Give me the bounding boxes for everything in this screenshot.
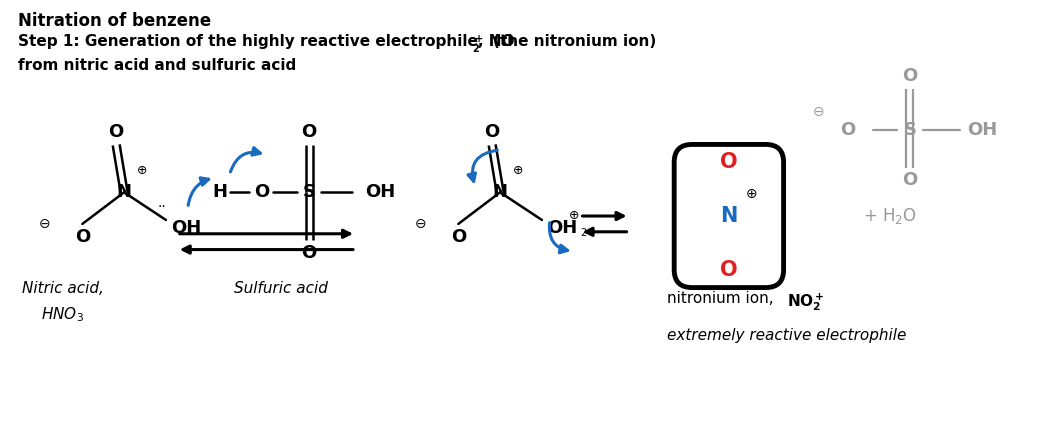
Text: O: O: [254, 183, 269, 201]
Text: $\oplus$: $\oplus$: [568, 208, 579, 221]
Text: $\ominus$: $\ominus$: [812, 105, 825, 119]
Text: $\mathbf{_2^+}$: $\mathbf{_2^+}$: [472, 34, 483, 56]
Text: O: O: [720, 152, 738, 172]
Text: + H$_2$O: + H$_2$O: [863, 206, 917, 226]
Text: Nitration of benzene: Nitration of benzene: [18, 12, 211, 30]
Text: OH: OH: [171, 219, 201, 237]
Text: O: O: [75, 228, 90, 246]
Text: from nitric acid and sulfuric acid: from nitric acid and sulfuric acid: [18, 58, 295, 73]
Text: O: O: [302, 123, 316, 141]
Text: O: O: [902, 171, 918, 190]
Text: S: S: [903, 121, 917, 139]
Text: N: N: [117, 183, 132, 201]
Text: N: N: [493, 183, 507, 201]
Text: $\oplus$: $\oplus$: [744, 187, 757, 201]
Text: Step 1: Generation of the highly reactive electrophile, NO: Step 1: Generation of the highly reactiv…: [18, 34, 515, 49]
Text: $\oplus$: $\oplus$: [137, 164, 147, 177]
Text: OH: OH: [968, 121, 998, 139]
Text: HNO$_3$: HNO$_3$: [41, 305, 84, 324]
Text: O: O: [109, 123, 124, 141]
Text: O: O: [720, 260, 738, 280]
Text: OH: OH: [547, 219, 577, 237]
Text: O: O: [484, 123, 500, 141]
Text: S: S: [303, 183, 315, 201]
Text: extremely reactive electrophile: extremely reactive electrophile: [667, 328, 906, 342]
Text: Nitric acid,: Nitric acid,: [22, 281, 103, 296]
Text: $\ominus$: $\ominus$: [39, 217, 51, 231]
Text: N: N: [720, 206, 737, 226]
Text: $\ominus$: $\ominus$: [414, 217, 427, 231]
Text: O: O: [451, 228, 466, 246]
Text: H: H: [212, 183, 228, 201]
Text: Sulfuric acid: Sulfuric acid: [234, 281, 328, 296]
Text: $_2$: $_2$: [579, 225, 587, 239]
FancyBboxPatch shape: [674, 145, 784, 288]
Text: $\mathbf{NO_2^+}$: $\mathbf{NO_2^+}$: [786, 291, 825, 313]
Text: $\oplus$: $\oplus$: [513, 164, 524, 177]
Text: OH: OH: [364, 183, 395, 201]
Text: O: O: [302, 243, 316, 262]
Text: O: O: [902, 67, 918, 85]
Text: ..: ..: [158, 196, 166, 210]
Text: (the nitronium ion): (the nitronium ion): [493, 34, 657, 49]
Text: nitronium ion,: nitronium ion,: [667, 291, 779, 306]
Text: O: O: [840, 121, 855, 139]
